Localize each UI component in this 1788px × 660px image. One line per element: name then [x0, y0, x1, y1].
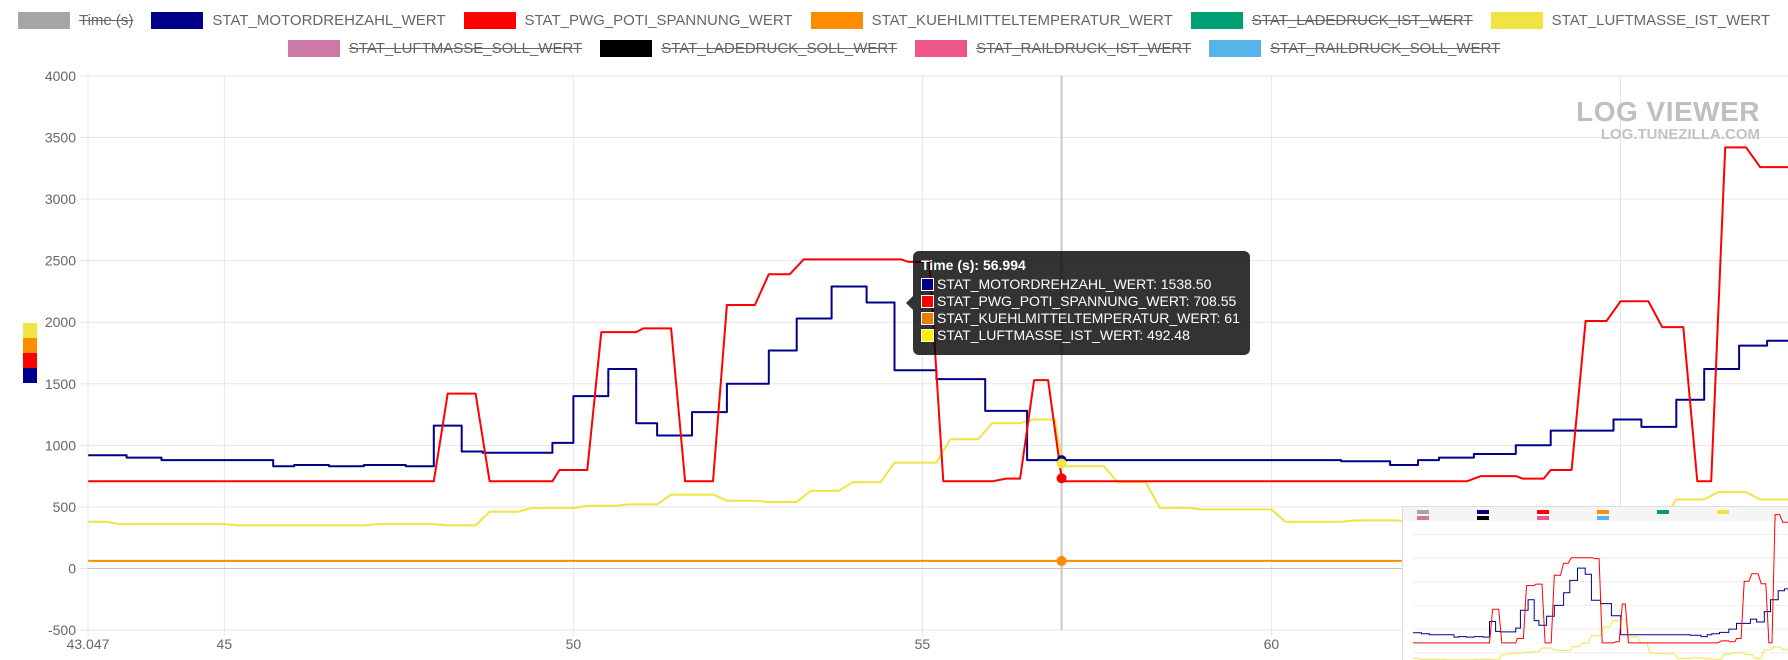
minimap-legend-swatch — [1417, 516, 1429, 520]
legend-swatch — [1209, 39, 1262, 57]
legend-item[interactable]: STAT_LADEDRUCK_SOLL_WERT — [600, 39, 898, 57]
legend-color-block — [23, 338, 37, 353]
legend-label: STAT_LUFTMASSE_IST_WERT — [1551, 11, 1771, 29]
hover-point — [1056, 458, 1067, 469]
hover-point — [1056, 473, 1067, 484]
y-tick-label: -500 — [48, 622, 76, 638]
legend-swatch — [810, 11, 863, 29]
tooltip-swatch — [921, 312, 934, 325]
minimap-legend-swatch — [1537, 516, 1549, 520]
minimap-legend-swatch — [1597, 516, 1609, 520]
minimap-legend-swatch — [1537, 510, 1549, 514]
legend-color-block — [23, 368, 37, 383]
legend-label: STAT_LUFTMASSE_SOLL_WERT — [348, 39, 583, 57]
tooltip-swatch — [921, 295, 934, 308]
minimap-series-line — [1413, 618, 1788, 660]
tooltip-title: Time (s): 56.994 — [921, 257, 1026, 273]
minimap-legend-bar — [1403, 507, 1788, 521]
legend-item[interactable]: STAT_KUEHLMITTELTEMPERATUR_WERT — [810, 11, 1173, 29]
legend-swatch — [1490, 11, 1543, 29]
tooltip-text: STAT_MOTORDREHZAHL_WERT: 1538.50 — [937, 276, 1212, 292]
legend-color-block — [23, 323, 37, 338]
legend-item[interactable]: STAT_RAILDRUCK_IST_WERT — [915, 39, 1192, 57]
legend-label: STAT_RAILDRUCK_IST_WERT — [976, 39, 1192, 57]
minimap-legend-swatch — [1717, 510, 1729, 514]
legend-row: STAT_LUFTMASSE_SOLL_WERT STAT_LADEDRUCK_S… — [0, 34, 1788, 62]
x-tick-label: 60 — [1264, 636, 1280, 652]
legend-swatch — [17, 11, 70, 29]
tooltip-row: STAT_MOTORDREHZAHL_WERT: 1538.50 — [921, 276, 1242, 293]
series-line — [88, 285, 1788, 468]
tooltip-row: STAT_LUFTMASSE_IST_WERT: 492.48 — [921, 327, 1242, 344]
legend-color-block — [23, 353, 37, 368]
legend-label: STAT_LADEDRUCK_SOLL_WERT — [661, 39, 898, 57]
legend-swatch — [151, 11, 204, 29]
legend-item[interactable]: STAT_RAILDRUCK_SOLL_WERT — [1209, 39, 1501, 57]
legend-item[interactable]: STAT_LUFTMASSE_SOLL_WERT — [287, 39, 583, 57]
y-tick-label: 4000 — [45, 68, 76, 84]
hover-point — [1056, 555, 1067, 566]
tooltip-text: STAT_LUFTMASSE_IST_WERT: 492.48 — [937, 327, 1190, 343]
legend-swatch — [915, 39, 968, 57]
legend-label: STAT_MOTORDREHZAHL_WERT — [212, 11, 446, 29]
watermark-subtitle: LOG.TUNEZILLA.COM — [1600, 126, 1760, 143]
legend-label: STAT_RAILDRUCK_SOLL_WERT — [1270, 39, 1501, 57]
series-line — [88, 146, 1788, 483]
minimap-series-line — [1413, 567, 1788, 638]
legend-swatch — [600, 39, 653, 57]
minimap-thumbnail[interactable] — [1402, 506, 1788, 660]
tooltip-swatch — [921, 278, 934, 291]
legend-label: STAT_LADEDRUCK_IST_WERT — [1251, 11, 1473, 29]
minimap-legend-swatch — [1657, 510, 1669, 514]
legend-label: Time (s) — [78, 11, 134, 29]
legend-color-stack — [23, 323, 37, 383]
x-tick-label: 50 — [566, 636, 582, 652]
y-tick-label: 2500 — [45, 253, 76, 269]
legend-item[interactable]: Time (s) — [17, 11, 134, 29]
legend-row: Time (s) STAT_MOTORDREHZAHL_WERT STAT_PWG_… — [0, 6, 1788, 34]
legend-label: STAT_PWG_POTI_SPANNUNG_WERT — [524, 11, 793, 29]
tooltip-swatch — [921, 329, 934, 342]
legend-swatch — [463, 11, 516, 29]
x-tick-label: 45 — [217, 636, 233, 652]
tooltip-text: STAT_PWG_POTI_SPANNUNG_WERT: 708.55 — [937, 293, 1237, 309]
legend-swatch — [1190, 11, 1243, 29]
y-tick-label: 2000 — [45, 314, 76, 330]
watermark-title: LOG VIEWER — [1576, 96, 1760, 127]
minimap-legend-swatch — [1597, 510, 1609, 514]
minimap-plot — [1403, 507, 1788, 660]
legend-item[interactable]: STAT_MOTORDREHZAHL_WERT — [151, 11, 446, 29]
x-tick-label: 55 — [915, 636, 931, 652]
y-tick-label: 0 — [68, 560, 76, 576]
y-tick-label: 3000 — [45, 191, 76, 207]
minimap-legend-swatch — [1477, 516, 1489, 520]
legend-label: STAT_KUEHLMITTELTEMPERATUR_WERT — [871, 11, 1173, 29]
tooltip: Time (s): 56.994 STAT_MOTORDREHZAHL_WERT… — [906, 251, 1250, 355]
legend-item[interactable]: STAT_PWG_POTI_SPANNUNG_WERT — [463, 11, 793, 29]
minimap-legend-swatch — [1417, 510, 1429, 514]
tooltip-text: STAT_KUEHLMITTELTEMPERATUR_WERT: 61 — [937, 310, 1240, 326]
legend-item[interactable]: STAT_LADEDRUCK_IST_WERT — [1190, 11, 1473, 29]
chart-legend: Time (s) STAT_MOTORDREHZAHL_WERT STAT_PWG_… — [0, 6, 1788, 62]
y-tick-label: 1000 — [45, 437, 76, 453]
watermark: LOG VIEWER LOG.TUNEZILLA.COM — [1576, 97, 1760, 143]
legend-item[interactable]: STAT_LUFTMASSE_IST_WERT — [1490, 11, 1771, 29]
minimap-series-line — [1413, 514, 1788, 644]
tooltip-row: STAT_KUEHLMITTELTEMPERATUR_WERT: 61 — [921, 310, 1242, 327]
y-tick-label: 500 — [53, 499, 77, 515]
y-tick-label: 1500 — [45, 376, 76, 392]
minimap-legend-swatch — [1477, 510, 1489, 514]
legend-swatch — [287, 39, 340, 57]
x-tick-label: 43.047 — [67, 636, 110, 652]
y-tick-label: 3500 — [45, 130, 76, 146]
tooltip-row: STAT_PWG_POTI_SPANNUNG_WERT: 708.55 — [921, 293, 1242, 310]
